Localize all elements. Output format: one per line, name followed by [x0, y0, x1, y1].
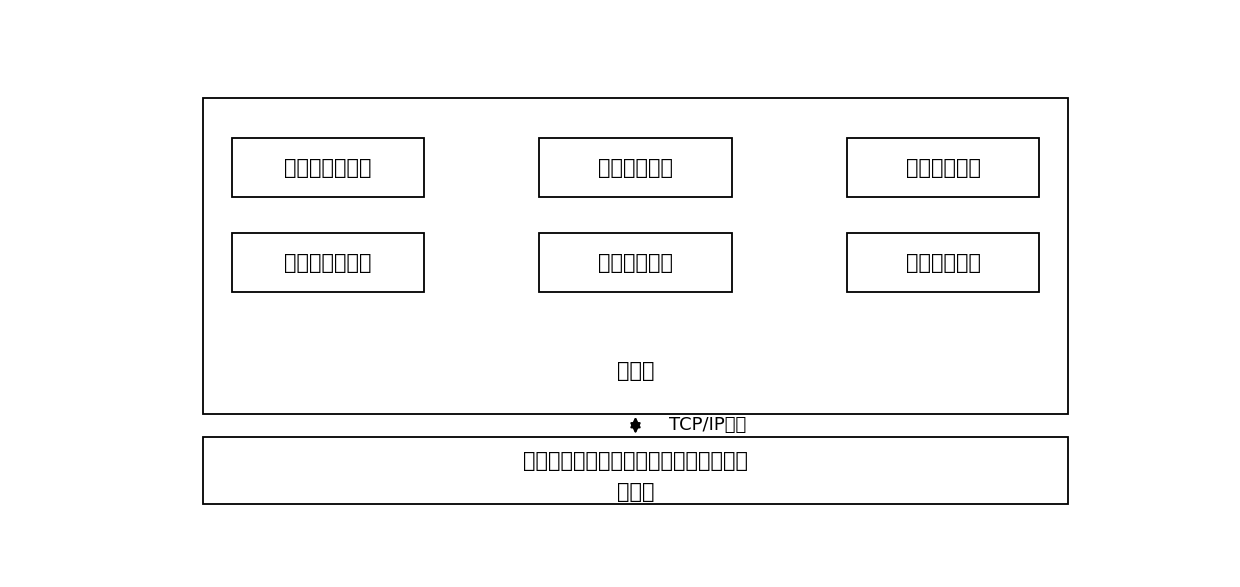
- Text: 计算机: 计算机: [616, 361, 655, 381]
- Text: 字符串编码模块: 字符串编码模块: [284, 158, 372, 178]
- Text: 匹配校验模块: 匹配校验模块: [598, 158, 673, 178]
- Bar: [539, 233, 732, 292]
- Text: 属性比对模块: 属性比对模块: [905, 252, 981, 272]
- Bar: [232, 233, 424, 292]
- Text: 标准信息存储单元和非标准信息存储单元: 标准信息存储单元和非标准信息存储单元: [523, 451, 748, 471]
- Bar: [539, 138, 732, 197]
- Bar: [847, 233, 1039, 292]
- Text: 变电站匹配模块: 变电站匹配模块: [284, 252, 372, 272]
- Text: 台账查询模块: 台账查询模块: [598, 252, 673, 272]
- Bar: [232, 138, 424, 197]
- Bar: [847, 138, 1039, 197]
- Text: 结果存储模块: 结果存储模块: [905, 158, 981, 178]
- Text: 服务器: 服务器: [616, 482, 655, 502]
- Bar: [203, 437, 1068, 504]
- Text: TCP/IP协议: TCP/IP协议: [670, 416, 746, 434]
- Bar: [203, 97, 1068, 414]
